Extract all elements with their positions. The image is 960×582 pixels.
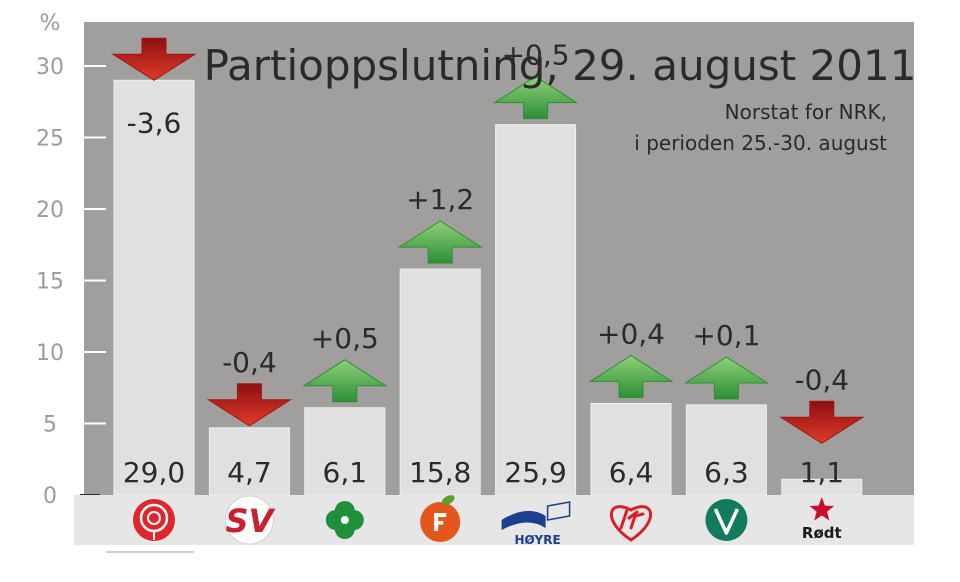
y-tick-label: 15: [36, 270, 64, 295]
y-tick-label: 0: [43, 484, 57, 509]
change-label: -0,4: [794, 363, 849, 396]
party-logos: SV HØYRE Rødt: [133, 495, 842, 547]
bar-value-label: 6,4: [609, 456, 654, 489]
change-label: +0,4: [597, 317, 665, 350]
y-tick-label: 20: [36, 198, 64, 223]
venstre-logo-icon: [705, 499, 748, 541]
chart-title: Partioppslutning, 29. august 2011: [204, 41, 917, 90]
y-tick-label: 5: [43, 413, 57, 438]
bar: [304, 407, 386, 496]
bar-value-label: 4,7: [227, 456, 272, 489]
change-arrow-down: [779, 400, 865, 444]
labels: 29,0 -3,6 4,7 -0,4 6,1 +0,5 15,8 +1,2 25,9 +0,5 6,…: [123, 39, 849, 489]
change-label: +0,5: [502, 39, 570, 72]
change-arrows: [111, 37, 865, 444]
chart-subtitle-line-2: i perioden 25.-30. august: [634, 131, 887, 155]
rose-logo-icon: [133, 499, 175, 541]
bar: [113, 79, 195, 496]
change-arrow-down: [111, 37, 197, 81]
bar-value-label: 25,9: [504, 456, 566, 489]
bar-value-label: 1,1: [800, 456, 845, 489]
hoyre-logo-icon: HØYRE: [501, 501, 571, 547]
bars: [113, 79, 863, 496]
change-label: +0,1: [692, 319, 760, 352]
bar: [495, 124, 577, 496]
y-axis-unit-label: %: [40, 11, 61, 36]
clover-logo-icon: [325, 501, 364, 539]
change-label: -0,4: [222, 346, 277, 379]
bar: [399, 268, 481, 496]
change-arrow-up: [683, 356, 770, 400]
change-arrow-up: [588, 354, 674, 398]
rodt-logo-icon: Rødt: [802, 497, 842, 542]
change-arrow-down: [206, 383, 293, 427]
logo-strip: [74, 495, 914, 545]
bar-value-label: 29,0: [123, 456, 185, 489]
krf-heart-logo-icon: [610, 505, 652, 542]
change-arrow-up: [492, 76, 579, 120]
bar-value-label: 15,8: [409, 456, 471, 489]
sv-logo-icon: SV: [224, 495, 276, 545]
change-arrow-up: [302, 359, 388, 403]
y-tick-label: 30: [36, 55, 64, 80]
change-label: +1,2: [406, 183, 474, 216]
bar-value-label: 6,3: [704, 456, 749, 489]
y-tick-label: 25: [36, 127, 64, 152]
bar: [208, 427, 290, 496]
chart-subtitle-line-1: Norstat for NRK,: [725, 100, 887, 124]
change-label: +0,5: [311, 322, 379, 355]
y-tick-label: 10: [36, 341, 64, 366]
bar-value-label: 6,1: [323, 456, 368, 489]
bar: [590, 402, 672, 496]
hoyre-logo-text: HØYRE: [515, 533, 561, 547]
change-label: -3,6: [127, 106, 182, 139]
apple-logo-icon: [420, 495, 461, 542]
change-arrow-up: [397, 220, 483, 264]
y-axis: % 0 5 10 15 20 25 30: [36, 11, 106, 509]
sv-logo-text: SV: [225, 502, 275, 540]
rodt-logo-text: Rødt: [802, 524, 842, 542]
